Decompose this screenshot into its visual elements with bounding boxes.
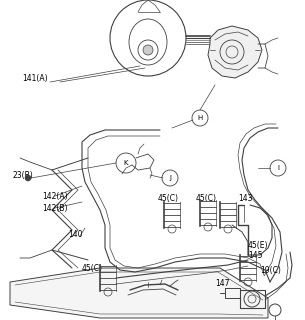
Text: 23(B): 23(B)	[12, 171, 33, 180]
Text: 45(C): 45(C)	[196, 194, 217, 203]
Text: 19(C): 19(C)	[260, 266, 281, 275]
Polygon shape	[10, 268, 268, 318]
Text: 145: 145	[248, 252, 263, 260]
Text: J: J	[169, 175, 171, 181]
Text: 140: 140	[68, 229, 82, 238]
Text: 142(B): 142(B)	[42, 204, 67, 212]
Text: 45(C): 45(C)	[82, 263, 103, 273]
Text: 45(E): 45(E)	[248, 241, 268, 250]
Text: 45(C): 45(C)	[158, 194, 179, 203]
Text: K: K	[124, 160, 128, 166]
Polygon shape	[208, 26, 262, 78]
Text: 147: 147	[215, 278, 229, 287]
Text: 141(A): 141(A)	[22, 74, 48, 83]
Text: 142(A): 142(A)	[42, 191, 68, 201]
Circle shape	[25, 175, 31, 181]
Circle shape	[143, 45, 153, 55]
Text: I: I	[277, 165, 279, 171]
Text: H: H	[197, 115, 203, 121]
Text: 143: 143	[238, 194, 253, 203]
